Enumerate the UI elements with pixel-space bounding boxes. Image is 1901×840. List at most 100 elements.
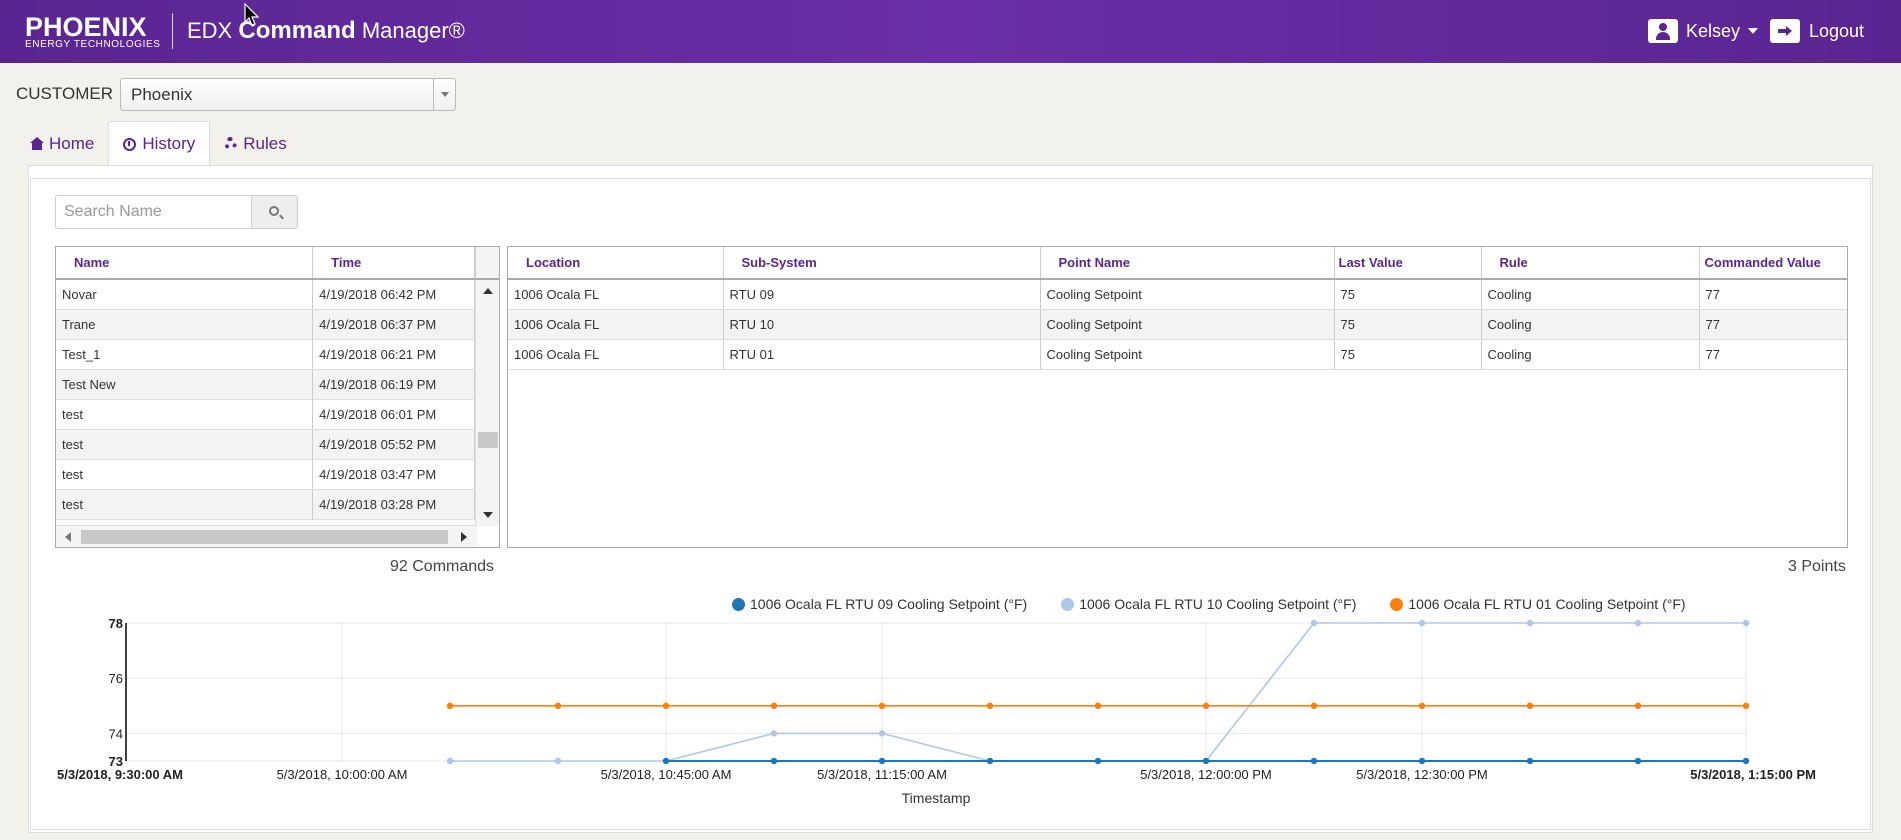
logout-button[interactable]: Logout bbox=[1770, 18, 1864, 44]
column-header-commanded-value[interactable]: Commanded Value bbox=[1699, 247, 1847, 280]
app-title-strong: Command bbox=[238, 17, 356, 44]
points-count: 3 Points bbox=[1788, 558, 1846, 575]
x-tick-label: 5/3/2018, 9:30:00 AM bbox=[57, 767, 183, 782]
cell-name: test bbox=[56, 489, 314, 520]
home-icon bbox=[30, 137, 44, 150]
data-point bbox=[554, 757, 562, 765]
scroll-thumb[interactable] bbox=[478, 432, 498, 448]
column-header-point-name[interactable]: Point Name bbox=[1040, 247, 1335, 280]
data-point bbox=[878, 757, 886, 765]
user-name: Kelsey bbox=[1686, 20, 1741, 41]
cell-last-value: 75 bbox=[1334, 279, 1482, 310]
table-row[interactable]: 1006 Ocala FL RTU 01 Cooling Setpoint 75… bbox=[508, 339, 1847, 370]
legend-dot-icon bbox=[732, 597, 745, 611]
table-row[interactable]: test 4/19/2018 03:47 PM bbox=[56, 459, 475, 490]
commands-table: Name Time Novar 4/19/2018 06:42 PM Trane 4… bbox=[55, 246, 500, 548]
cell-commanded-value: 77 bbox=[1699, 279, 1847, 310]
vertical-scrollbar[interactable] bbox=[475, 280, 499, 526]
phoenix-logo[interactable]: PHOENIX ENERGY TECHNOLOGIES bbox=[25, 14, 161, 50]
user-menu-button[interactable]: Kelsey bbox=[1648, 18, 1759, 44]
data-point bbox=[770, 702, 778, 709]
column-header-location[interactable]: Location bbox=[508, 247, 724, 280]
cell-location: 1006 Ocala FL bbox=[508, 339, 724, 370]
table-row[interactable]: 1006 Ocala FL RTU 09 Cooling Setpoint 75… bbox=[508, 279, 1847, 310]
search-icon bbox=[269, 206, 279, 216]
table-row[interactable]: 1006 Ocala FL RTU 10 Cooling Setpoint 75… bbox=[508, 309, 1847, 340]
scroll-left-icon[interactable] bbox=[65, 532, 71, 542]
dropdown-arrow-icon[interactable] bbox=[433, 79, 455, 110]
data-point bbox=[1094, 757, 1102, 765]
data-point bbox=[1310, 619, 1318, 627]
legend-item[interactable]: 1006 Ocala FL RTU 09 Cooling Setpoint (°… bbox=[732, 596, 1027, 612]
cell-last-value: 75 bbox=[1334, 339, 1482, 370]
data-point bbox=[1742, 702, 1750, 709]
tab-rules[interactable]: Rules bbox=[210, 121, 300, 166]
table-row[interactable]: test 4/19/2018 06:01 PM bbox=[56, 399, 475, 430]
cell-name: test bbox=[56, 429, 314, 460]
x-tick-label: 5/3/2018, 11:15:00 AM bbox=[817, 767, 947, 782]
hscroll-thumb[interactable] bbox=[81, 530, 448, 544]
cell-name: Test_1 bbox=[56, 339, 314, 370]
scroll-right-icon[interactable] bbox=[461, 532, 467, 542]
tab-history-label: History bbox=[142, 134, 196, 153]
cell-point-name: Cooling Setpoint bbox=[1040, 339, 1335, 370]
legend-dot-icon bbox=[1061, 597, 1075, 611]
tab-history[interactable]: History bbox=[108, 121, 211, 166]
data-point bbox=[1742, 619, 1750, 627]
chart-legend: 1006 Ocala FL RTU 09 Cooling Setpoint (°… bbox=[732, 596, 1686, 612]
scroll-up-icon[interactable] bbox=[483, 288, 493, 294]
horizontal-scrollbar[interactable] bbox=[56, 525, 477, 547]
search-input[interactable] bbox=[55, 195, 252, 229]
legend-item[interactable]: 1006 Ocala FL RTU 01 Cooling Setpoint (°… bbox=[1390, 596, 1686, 612]
data-point bbox=[446, 757, 454, 765]
column-header-rule[interactable]: Rule bbox=[1481, 247, 1700, 280]
column-header-name[interactable]: Name bbox=[56, 247, 314, 280]
x-tick-label: 5/3/2018, 10:00:00 AM bbox=[277, 767, 408, 782]
cell-name: Trane bbox=[56, 309, 314, 340]
tab-home[interactable]: Home bbox=[16, 121, 108, 166]
data-point bbox=[986, 757, 994, 765]
logo-sub-text: ENERGY TECHNOLOGIES bbox=[25, 39, 161, 50]
y-tick-label: 74 bbox=[109, 726, 123, 741]
scroll-down-icon[interactable] bbox=[483, 512, 493, 518]
column-header-time[interactable]: Time bbox=[312, 247, 475, 280]
table-row[interactable]: test 4/19/2018 05:52 PM bbox=[56, 429, 475, 460]
cell-time: 4/19/2018 06:01 PM bbox=[312, 399, 475, 430]
caret-down-icon bbox=[1748, 28, 1759, 34]
search-button[interactable] bbox=[251, 195, 298, 229]
table-row[interactable]: test 4/19/2018 03:28 PM bbox=[56, 489, 475, 520]
data-point bbox=[878, 730, 886, 737]
data-point bbox=[1634, 702, 1642, 709]
customer-label: CUSTOMER bbox=[16, 84, 113, 103]
table-row[interactable]: Trane 4/19/2018 06:37 PM bbox=[56, 309, 475, 340]
column-header-last-value[interactable]: Last Value bbox=[1334, 247, 1482, 280]
x-tick-label: 5/3/2018, 10:45:00 AM bbox=[601, 767, 732, 782]
cell-time: 4/19/2018 06:21 PM bbox=[312, 339, 475, 370]
data-point bbox=[770, 757, 778, 765]
customer-select[interactable]: Phoenix bbox=[120, 78, 456, 111]
table-row[interactable]: Test New 4/19/2018 06:19 PM bbox=[56, 369, 475, 400]
table-row[interactable]: Test_1 4/19/2018 06:21 PM bbox=[56, 339, 475, 370]
legend-label: 1006 Ocala FL RTU 10 Cooling Setpoint (°… bbox=[1079, 596, 1357, 612]
logo-main-text: PHOENIX bbox=[25, 12, 147, 42]
data-point bbox=[446, 702, 454, 709]
y-tick-label: 73 bbox=[109, 754, 123, 769]
cell-name: test bbox=[56, 399, 314, 430]
legend-item[interactable]: 1006 Ocala FL RTU 10 Cooling Setpoint (°… bbox=[1061, 596, 1356, 612]
app-title-suffix: Manager® bbox=[361, 18, 465, 43]
cell-rule: Cooling bbox=[1481, 309, 1700, 340]
data-point bbox=[1418, 619, 1426, 627]
x-tick-label: 5/3/2018, 12:00:00 PM bbox=[1140, 767, 1272, 782]
data-point bbox=[1310, 702, 1318, 709]
cell-time: 4/19/2018 05:52 PM bbox=[312, 429, 475, 460]
table-row[interactable]: Novar 4/19/2018 06:42 PM bbox=[56, 279, 475, 310]
data-point bbox=[1742, 757, 1750, 765]
clock-icon bbox=[123, 137, 137, 151]
logout-label: Logout bbox=[1809, 20, 1865, 41]
cell-time: 4/19/2018 06:42 PM bbox=[312, 279, 475, 310]
cell-rule: Cooling bbox=[1481, 339, 1700, 370]
app-title: EDX Command Manager® bbox=[187, 18, 465, 44]
column-header-subsystem[interactable]: Sub-System bbox=[723, 247, 1041, 280]
legend-label: 1006 Ocala FL RTU 09 Cooling Setpoint (°… bbox=[750, 596, 1028, 612]
